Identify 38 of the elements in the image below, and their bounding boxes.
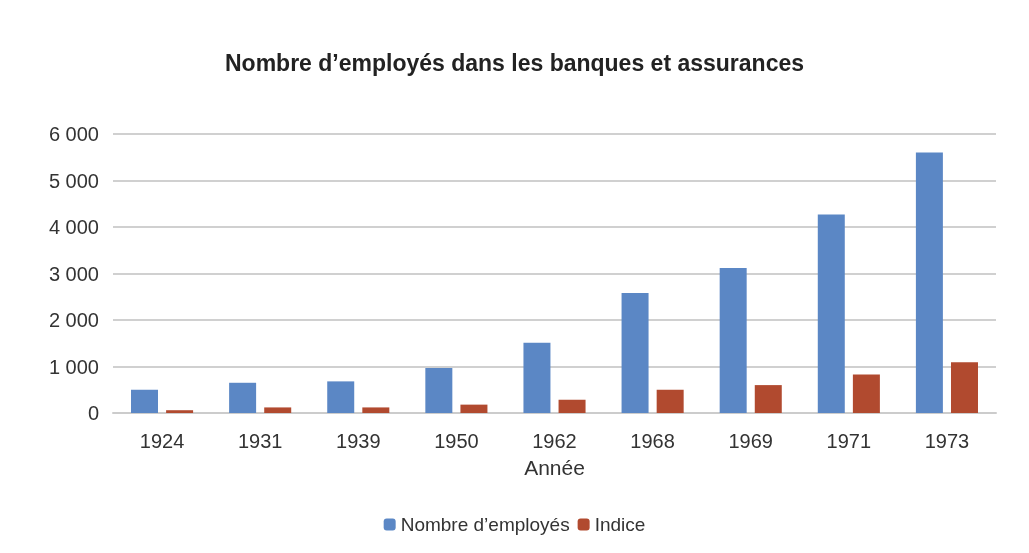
bar [131,389,159,413]
legend-label: Nombre d’employés [400,514,570,535]
chart-title: Nombre d’employés dans les banques et assurances [224,49,805,76]
bar [460,404,488,413]
bar [523,342,551,413]
bar [719,267,747,413]
x-tick-label: 1924 [139,430,185,452]
y-tick-label: 4 000 [48,216,99,238]
y-tick-label: 0 [87,402,99,424]
bar [915,152,943,413]
x-tick-label: 1968 [630,430,675,452]
x-tick-label: 1939 [336,430,381,452]
bar [425,367,453,413]
bar [817,214,845,413]
x-tick-label: 1950 [434,430,479,452]
bar [229,382,257,413]
bar [754,385,782,413]
x-tick-label: 1969 [728,430,773,452]
bar [852,374,880,413]
y-tick-label: 2 000 [48,309,99,331]
bar [621,293,649,413]
y-tick-label: 1 000 [48,355,99,378]
x-tick-label: 1962 [532,430,577,452]
x-tick-label: 1931 [237,430,283,452]
legend-label: Indice [594,514,646,535]
bar [558,399,586,413]
bar [362,407,390,413]
bar [264,407,292,413]
y-tick-label: 5 000 [48,169,99,192]
x-axis-title: Année [524,456,585,479]
bar [327,381,355,413]
y-tick-label: 3 000 [48,262,99,285]
bar [950,362,978,413]
x-tick-label: 1973 [924,430,970,452]
bar [166,410,194,413]
y-tick-label: 6 000 [48,123,99,145]
x-tick-label: 1971 [826,430,872,452]
bar [656,389,684,413]
